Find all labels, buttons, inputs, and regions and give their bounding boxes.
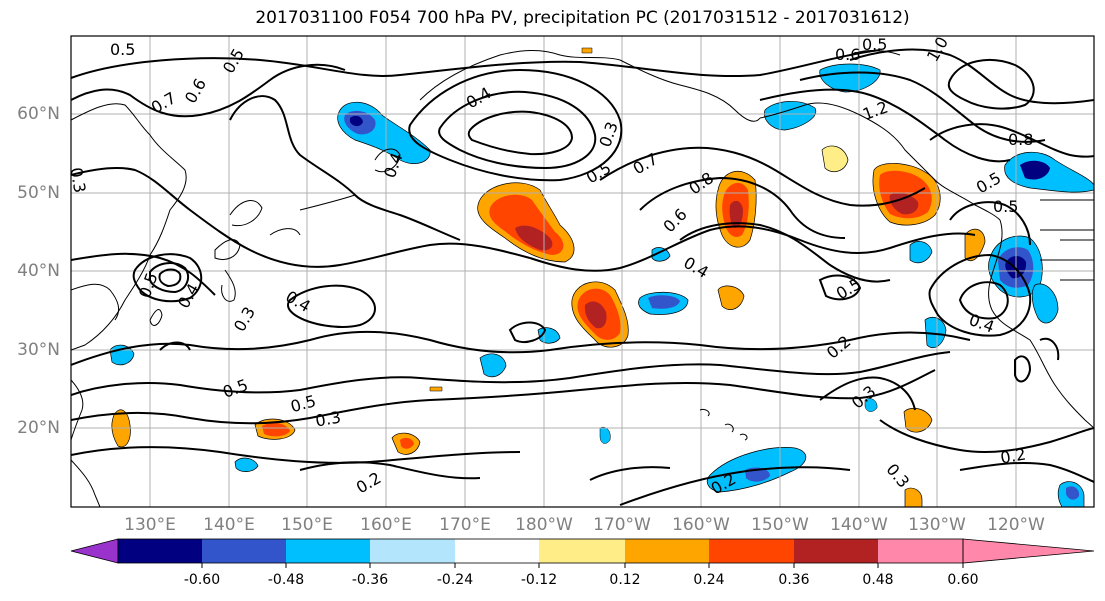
colorbar-segment <box>455 539 539 563</box>
lon-label: 160°E <box>360 515 412 535</box>
lon-label: 160°W <box>672 515 730 535</box>
lat-label: 50°N <box>17 183 60 203</box>
lon-label: 170°E <box>439 515 491 535</box>
contour-label: 0.5 <box>862 35 887 54</box>
colorbar-tick-label: -0.24 <box>436 572 474 588</box>
negative-anomaly-westcoast <box>988 152 1094 324</box>
colorbar-segment <box>202 539 286 563</box>
colorbar-tick-label: 0.48 <box>862 572 894 588</box>
lon-label: 140°E <box>203 515 255 535</box>
negative-anomaly-kamchatka <box>337 102 431 164</box>
lon-label: 120°W <box>987 515 1045 535</box>
colorbar-segment <box>794 539 878 563</box>
colorbar-tick-label: 0.36 <box>778 572 810 588</box>
colorbar-segment <box>118 539 202 563</box>
lon-label: 130°W <box>908 515 966 535</box>
lon-label: 140°W <box>830 515 888 535</box>
colorbar-tick-label: 0.60 <box>947 572 979 588</box>
map-body: 0.5 0.5 0.7 0.6 0.4 0.3 0.5 0.7 0.6 0.8 … <box>66 35 1094 507</box>
colorbar-extend-min <box>70 538 119 564</box>
lon-label: 170°W <box>593 515 651 535</box>
colorbar-tick-label: -0.12 <box>520 572 558 588</box>
graticule <box>71 36 1094 507</box>
contour-label: 0.3 <box>66 166 89 194</box>
lat-label: 40°N <box>17 261 60 281</box>
colorbar-tick-label: -0.48 <box>267 572 305 588</box>
colorbar-segment <box>539 539 625 563</box>
positive-anomaly-180W <box>477 182 575 263</box>
colorbar-tick-label: -0.36 <box>351 572 389 588</box>
contour-label: 0.6 <box>835 45 860 64</box>
negative-anomaly-alaska <box>764 63 881 131</box>
positive-anomaly-170W <box>571 281 629 348</box>
contour-label: 0.8 <box>1008 130 1033 149</box>
contour-label: 0.5 <box>110 40 135 59</box>
colorbar <box>70 538 1095 568</box>
colorbar-segment <box>709 539 794 563</box>
colorbar-tick-label: 0.24 <box>693 572 725 588</box>
lat-label: 60°N <box>17 104 60 124</box>
positive-anomaly-140W <box>872 163 941 226</box>
colorbar-segment <box>878 539 963 563</box>
lat-label: 30°N <box>17 340 60 360</box>
map-frame <box>70 35 1095 508</box>
colorbar-segment <box>370 539 455 563</box>
lon-label: 130°E <box>124 515 176 535</box>
pv-contours <box>71 48 1094 506</box>
precipitation-shading <box>109 47 1094 507</box>
lat-label: 20°N <box>17 418 60 438</box>
colorbar-tick-label: 0.12 <box>609 572 641 588</box>
lon-label: 150°E <box>281 515 333 535</box>
map-title: 2017031100 F054 700 hPa PV, precipitatio… <box>255 8 910 28</box>
colorbar-tick-label: -0.60 <box>183 572 221 588</box>
contour-label: 0.3 <box>314 407 342 430</box>
contour-label: 0.5 <box>993 197 1018 216</box>
colorbar-segment <box>625 539 709 563</box>
colorbar-segment <box>286 539 370 563</box>
contour-label: 0.2 <box>999 444 1027 467</box>
lon-label: 150°W <box>751 515 809 535</box>
lon-label: 180°W <box>515 515 573 535</box>
positive-anomaly-small <box>111 47 986 507</box>
colorbar-extend-max <box>962 538 1095 564</box>
